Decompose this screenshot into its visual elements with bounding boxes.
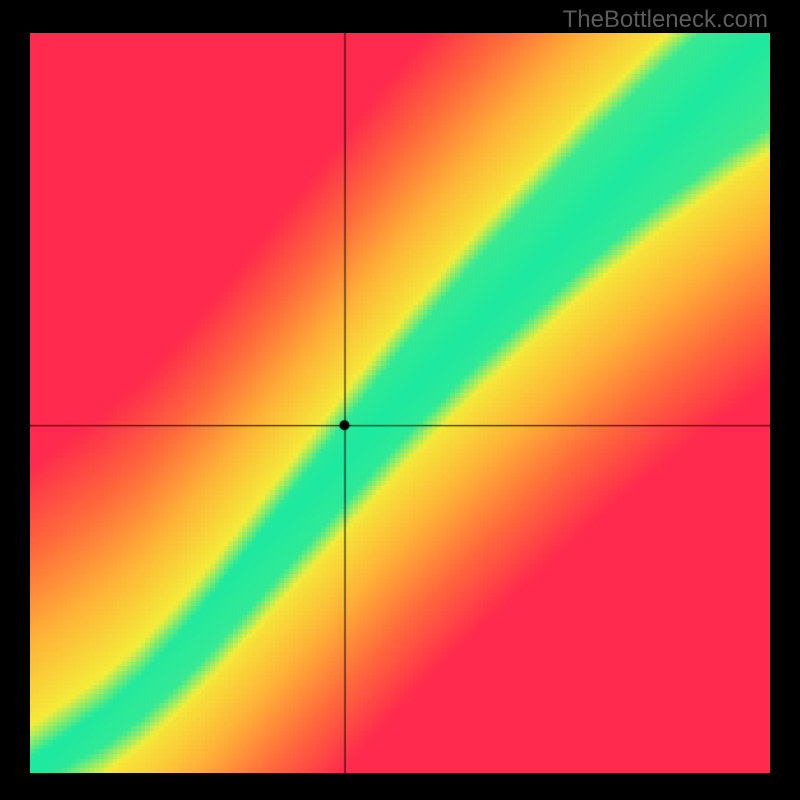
watermark-text: TheBottleneck.com — [563, 6, 768, 34]
bottleneck-heatmap — [30, 33, 770, 773]
chart-container: TheBottleneck.com — [0, 0, 800, 800]
